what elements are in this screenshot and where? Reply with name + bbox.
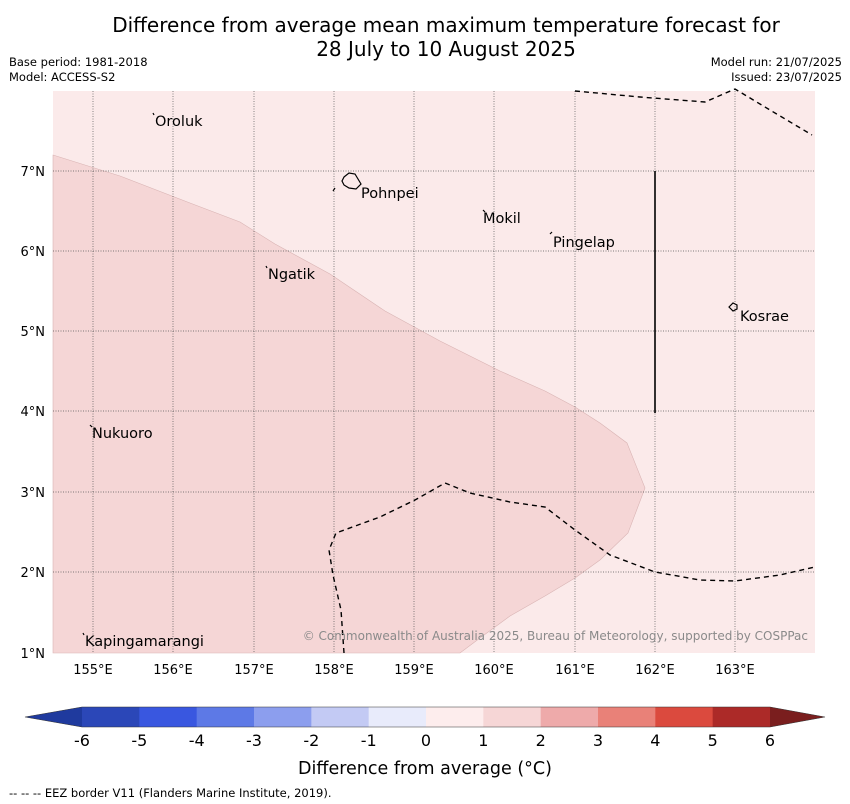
lon-axis: 155°E 156°E 157°E 158°E 159°E 160°E 161°… — [73, 663, 755, 678]
lon-tick-label: 155°E — [73, 663, 113, 678]
lon-tick-label: 156°E — [153, 663, 193, 678]
colorbar-tick-label: -5 — [131, 731, 147, 750]
place-pohnpei: Pohnpei — [361, 186, 419, 202]
lat-tick-label: 7°N — [21, 165, 46, 180]
colorbar-label: Difference from average (°C) — [298, 759, 552, 779]
place-ngatik: Ngatik — [268, 267, 316, 283]
colorbar-segment — [712, 707, 771, 727]
lon-tick-label: 163°E — [715, 663, 755, 678]
lat-tick-label: 5°N — [21, 325, 46, 340]
colorbar-tick-label: -2 — [303, 731, 319, 750]
base-period: Base period: 1981-2018 — [9, 55, 148, 69]
lon-tick-label: 160°E — [474, 663, 514, 678]
kosrae-island-shape — [728, 302, 738, 312]
place-kosrae: Kosrae — [740, 309, 789, 325]
title-line-2: 28 July to 10 August 2025 — [316, 37, 576, 61]
lat-tick-label: 3°N — [21, 486, 46, 501]
pohnpei-island-shape — [341, 172, 362, 190]
lat-tick-label: 4°N — [21, 405, 46, 420]
place-oroluk: Oroluk — [155, 114, 203, 130]
colorbar-segment — [426, 707, 484, 727]
base-info: Base period: 1981-2018 Model: ACCESS-S2 — [9, 55, 148, 85]
colorbar-segment — [655, 707, 714, 727]
colorbar-segment — [196, 707, 255, 727]
colorbar-outline — [24, 706, 826, 728]
place-pingelap: Pingelap — [553, 235, 615, 251]
run-info: Model run: 21/07/2025 Issued: 23/07/2025 — [711, 55, 842, 85]
colorbar-segment — [139, 707, 198, 727]
place-kapingamarangi: Kapingamarangi — [85, 634, 204, 650]
colorbar-tick-label: 5 — [708, 731, 718, 750]
lat-tick-label: 1°N — [21, 647, 46, 662]
model-run: Model run: 21/07/2025 — [710, 55, 842, 69]
map-title: Difference from average mean maximum tem… — [0, 13, 850, 61]
colorbar — [24, 706, 826, 728]
lon-tick-label: 161°E — [555, 663, 595, 678]
colorbar-segment — [311, 707, 370, 727]
lon-tick-label: 159°E — [394, 663, 434, 678]
place-nukuoro: Nukuoro — [92, 426, 153, 442]
lat-tick-label: 6°N — [21, 245, 46, 260]
colorbar-tick-label: -4 — [189, 731, 205, 750]
colorbar-tick-label: 0 — [421, 731, 431, 750]
issued-date: Issued: 23/07/2025 — [731, 70, 842, 84]
colorbar-tick-label: 6 — [765, 731, 775, 750]
lat-axis: 7°N 6°N 5°N 4°N 3°N 2°N 1°N — [21, 165, 46, 662]
colorbar-tick-label: 1 — [478, 731, 488, 750]
colorbar-tick-label: -3 — [246, 731, 262, 750]
islands — [82, 112, 738, 636]
eez-footnote: -- -- -- EEZ border V11 (Flanders Marine… — [9, 786, 332, 800]
copyright-notice: © Commonwealth of Australia 2025, Bureau… — [303, 629, 808, 643]
anomaly-region-1-2 — [52, 154, 646, 654]
colorbar-tick-label: 3 — [593, 731, 603, 750]
title-line-1: Difference from average mean maximum tem… — [112, 13, 780, 37]
colorbar-arrow-low — [25, 707, 82, 727]
colorbar-tick-label: -1 — [361, 731, 377, 750]
colorbar-segment — [254, 707, 312, 727]
colorbar-tick-label: -6 — [74, 731, 90, 750]
lon-tick-label: 162°E — [635, 663, 675, 678]
colorbar-segment — [368, 707, 427, 727]
lon-tick-label: 157°E — [234, 663, 274, 678]
eez-borders — [328, 88, 816, 654]
model-name: Model: ACCESS-S2 — [9, 70, 116, 84]
colorbar-segment — [540, 707, 599, 727]
colorbar-segment — [598, 707, 656, 727]
colorbar-segment — [82, 707, 140, 727]
colorbar-arrow-high — [770, 707, 825, 727]
colorbar-tick-label: 2 — [536, 731, 546, 750]
colorbar-segment — [483, 707, 542, 727]
colorbar-tick-label: 4 — [650, 731, 660, 750]
place-mokil: Mokil — [483, 211, 521, 227]
colorbar-ticks: -6 -5 -4 -3 -2 -1 0 1 2 3 4 5 6 — [74, 731, 775, 750]
lon-tick-label: 158°E — [314, 663, 354, 678]
lat-tick-label: 2°N — [21, 566, 46, 581]
